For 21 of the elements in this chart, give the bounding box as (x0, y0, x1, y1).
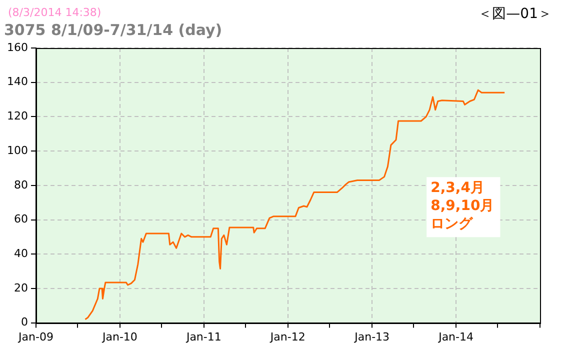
x-tick-label: Jan-13 (354, 330, 390, 344)
y-tick-label: 0 (20, 316, 28, 329)
annotation: ロング (430, 216, 474, 232)
y-tick-label: 120 (6, 110, 28, 123)
x-tick-label: Jan-12 (269, 330, 306, 344)
annotation: 2,3,4月 (430, 180, 484, 196)
y-tick-label: 40 (14, 246, 28, 260)
y-tick-label: 60 (14, 212, 28, 226)
y-tick-label: 160 (6, 40, 28, 54)
y-tick-label: 20 (14, 281, 28, 294)
chart-title: 3075 8/1/09-7/31/14 (day) (4, 20, 222, 39)
annotation: 8,9,10月 (430, 198, 494, 214)
x-tick-label: Jan-14 (438, 330, 474, 344)
x-tick-label: Jan-11 (185, 330, 222, 344)
y-tick-label: 100 (6, 144, 28, 157)
text: (8/3/2014 14:38) (8, 6, 102, 19)
text: ＜図—01＞ (478, 5, 552, 23)
x-tick-label: Jan-10 (101, 330, 138, 344)
y-tick-label: 140 (6, 75, 28, 88)
y-tick-label: 80 (14, 178, 28, 192)
x-tick-label: Jan-09 (18, 330, 54, 344)
